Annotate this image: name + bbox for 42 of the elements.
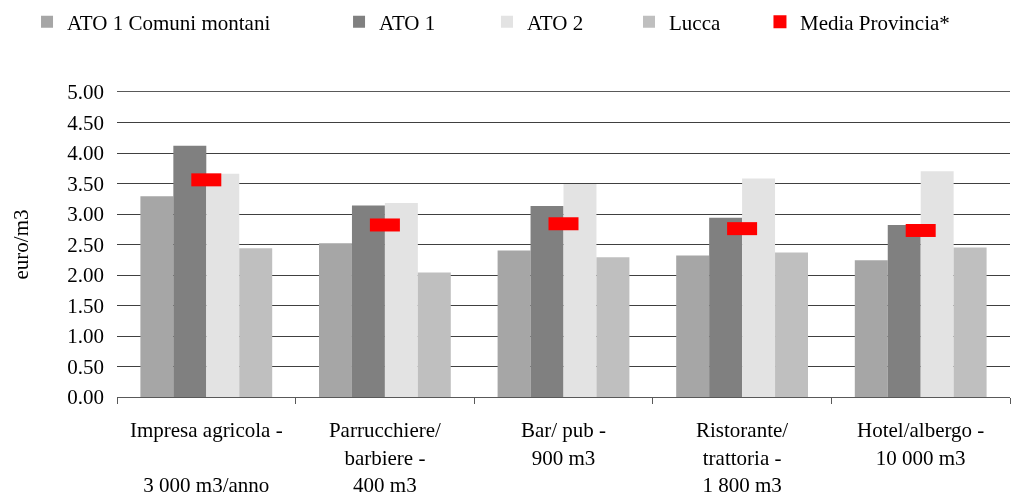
bar [854, 260, 888, 397]
bar [239, 248, 273, 397]
x-tick-label: Ristorante/ trattoria - 1 800 m3 [696, 418, 789, 497]
y-tick-label: 3.00 [67, 202, 104, 227]
y-tick-label: 2.00 [67, 263, 104, 288]
bar [920, 171, 954, 397]
bar [775, 252, 808, 397]
y-tick-label: 2.50 [67, 232, 104, 257]
legend-label: Lucca [669, 10, 721, 35]
y-tick-label: 1.00 [67, 324, 104, 349]
y-tick-label: 4.00 [67, 141, 104, 166]
bar [676, 255, 710, 397]
x-tick-label: Hotel/albergo - 10 000 m3 [857, 418, 985, 470]
y-tick-label: 0.00 [67, 385, 104, 410]
legend-label: ATO 2 [526, 10, 584, 35]
y-tick-label: 0.50 [67, 354, 104, 379]
bar [140, 196, 174, 397]
bar [953, 247, 987, 397]
bar [417, 272, 451, 397]
bar [319, 243, 352, 397]
bar [709, 217, 743, 397]
bar [563, 184, 597, 397]
bar [530, 206, 564, 397]
y-tick-label: 3.50 [67, 171, 104, 196]
bar [497, 250, 531, 397]
bar [596, 257, 630, 397]
bar [206, 173, 240, 397]
y-axis-title: euro/m3 [9, 209, 34, 280]
bar [742, 178, 776, 397]
y-tick-label: 1.50 [67, 293, 104, 318]
x-tick-label: Parrucchiere/ barbiere - 400 m3 [328, 418, 442, 497]
category-label: Impresa agricola - 3 000 m3/anno [129, 418, 283, 497]
bar [173, 145, 207, 397]
bar [384, 203, 418, 397]
x-tick-label: Bar/ pub - 900 m3 [520, 418, 607, 470]
legend-label: ATO 1 Comuni montani [67, 10, 271, 35]
legend-label: ATO 1 [379, 10, 436, 35]
bar [887, 224, 921, 397]
y-tick-label: 4.50 [67, 110, 104, 135]
y-tick-label: 5.00 [67, 80, 104, 105]
bar [351, 205, 385, 397]
legend-label: Media Provincia* [799, 10, 950, 35]
